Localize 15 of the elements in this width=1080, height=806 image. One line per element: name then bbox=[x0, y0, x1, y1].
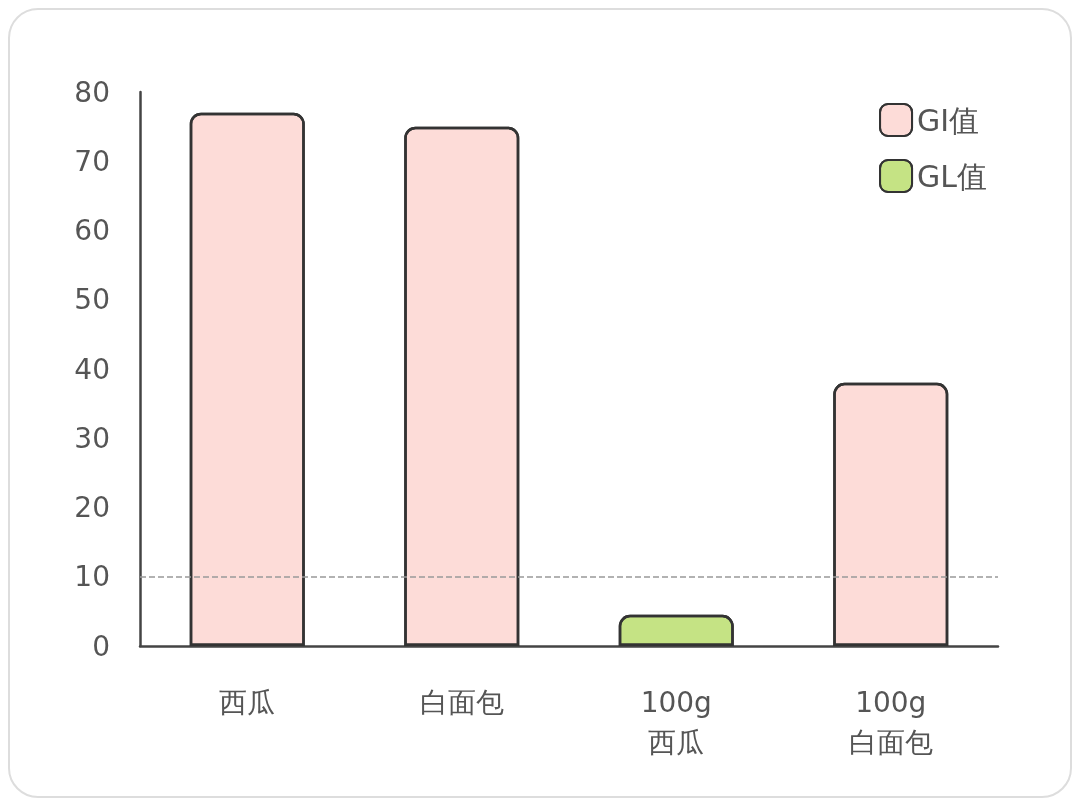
y-tick-label: 60 bbox=[74, 214, 110, 247]
y-tick-label: 20 bbox=[74, 491, 110, 524]
y-tick-label: 50 bbox=[74, 283, 110, 317]
x-tick-label: 西瓜 bbox=[219, 685, 276, 719]
y-tick-label: 0 bbox=[92, 629, 110, 663]
y-tick-label: 10 bbox=[74, 560, 110, 594]
x-tick-label: 白面包 bbox=[419, 685, 504, 719]
y-tick-label: 40 bbox=[74, 352, 110, 386]
y-tick-label: 70 bbox=[74, 144, 110, 178]
legend-label: GI值 bbox=[917, 102, 980, 138]
y-tick-label: 80 bbox=[74, 75, 110, 109]
y-tick-label: 30 bbox=[74, 421, 110, 455]
x-tick-label: 100g 白面包 bbox=[848, 685, 933, 759]
legend-label: GL值 bbox=[917, 158, 988, 194]
x-tick-label: 100g 西瓜 bbox=[640, 685, 712, 759]
